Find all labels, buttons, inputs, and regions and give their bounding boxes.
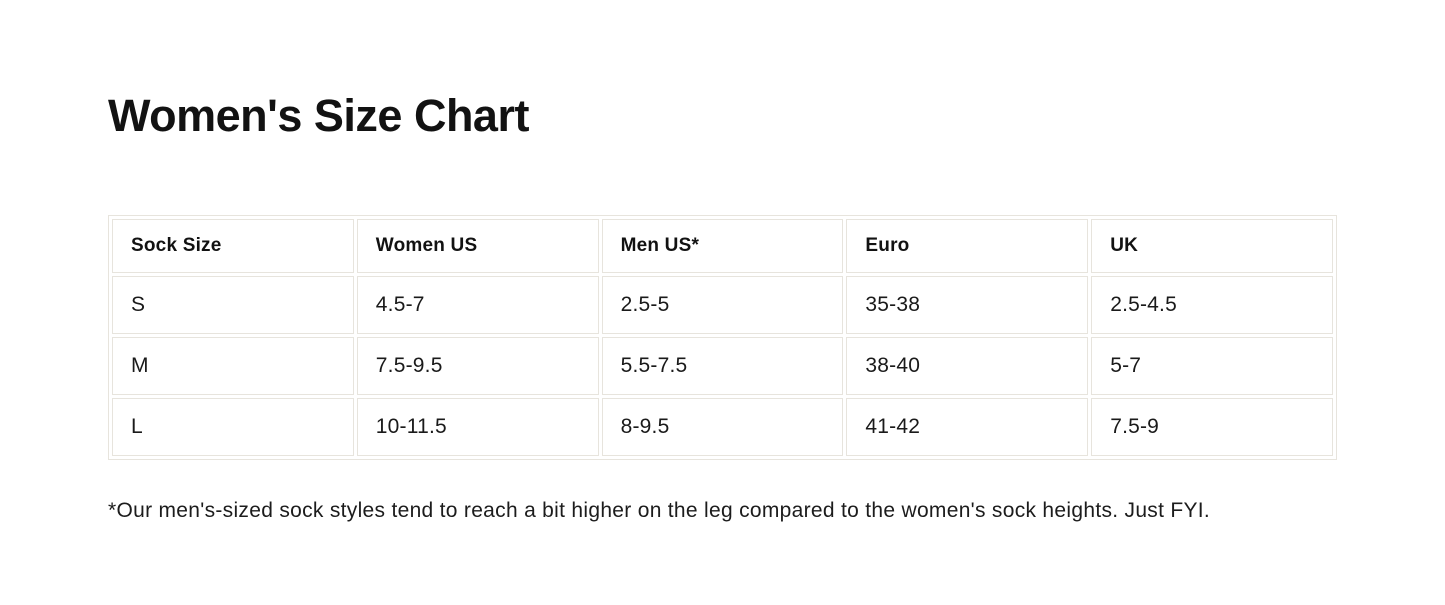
table-cell: 8-9.5 — [601, 398, 844, 456]
table-cell: 4.5-7 — [356, 276, 599, 334]
column-header-women-us: Women US — [356, 219, 599, 273]
size-chart-table: Sock Size Women US Men US* Euro UK S 4.5… — [108, 215, 1337, 460]
table-cell: 38-40 — [846, 337, 1089, 395]
table-cell: 41-42 — [846, 398, 1089, 456]
table-cell: 10-11.5 — [356, 398, 599, 456]
table-cell: 2.5-5 — [601, 276, 844, 334]
table-cell: M — [112, 337, 354, 395]
column-header-uk: UK — [1091, 219, 1333, 273]
table-cell: 5-7 — [1091, 337, 1333, 395]
table-cell: L — [112, 398, 354, 456]
mens-sizing-footnote: *Our men's-sized sock styles tend to rea… — [108, 499, 1211, 522]
column-header-men-us: Men US* — [601, 219, 844, 273]
table-row-medium: M 7.5-9.5 5.5-7.5 38-40 5-7 — [112, 337, 1333, 395]
column-header-euro: Euro — [846, 219, 1089, 273]
column-header-sock-size: Sock Size — [112, 219, 354, 273]
table-cell: 5.5-7.5 — [601, 337, 844, 395]
table-cell: 2.5-4.5 — [1091, 276, 1333, 334]
table-cell: 7.5-9 — [1091, 398, 1333, 456]
table-row-small: S 4.5-7 2.5-5 35-38 2.5-4.5 — [112, 276, 1333, 334]
size-chart-table-container: Sock Size Women US Men US* Euro UK S 4.5… — [108, 215, 1337, 460]
table-row-large: L 10-11.5 8-9.5 41-42 7.5-9 — [112, 398, 1333, 456]
page-title: Women's Size Chart — [108, 90, 529, 141]
table-cell: 7.5-9.5 — [356, 337, 599, 395]
table-cell: S — [112, 276, 354, 334]
table-cell: 35-38 — [846, 276, 1089, 334]
header-row: Sock Size Women US Men US* Euro UK — [112, 219, 1333, 273]
